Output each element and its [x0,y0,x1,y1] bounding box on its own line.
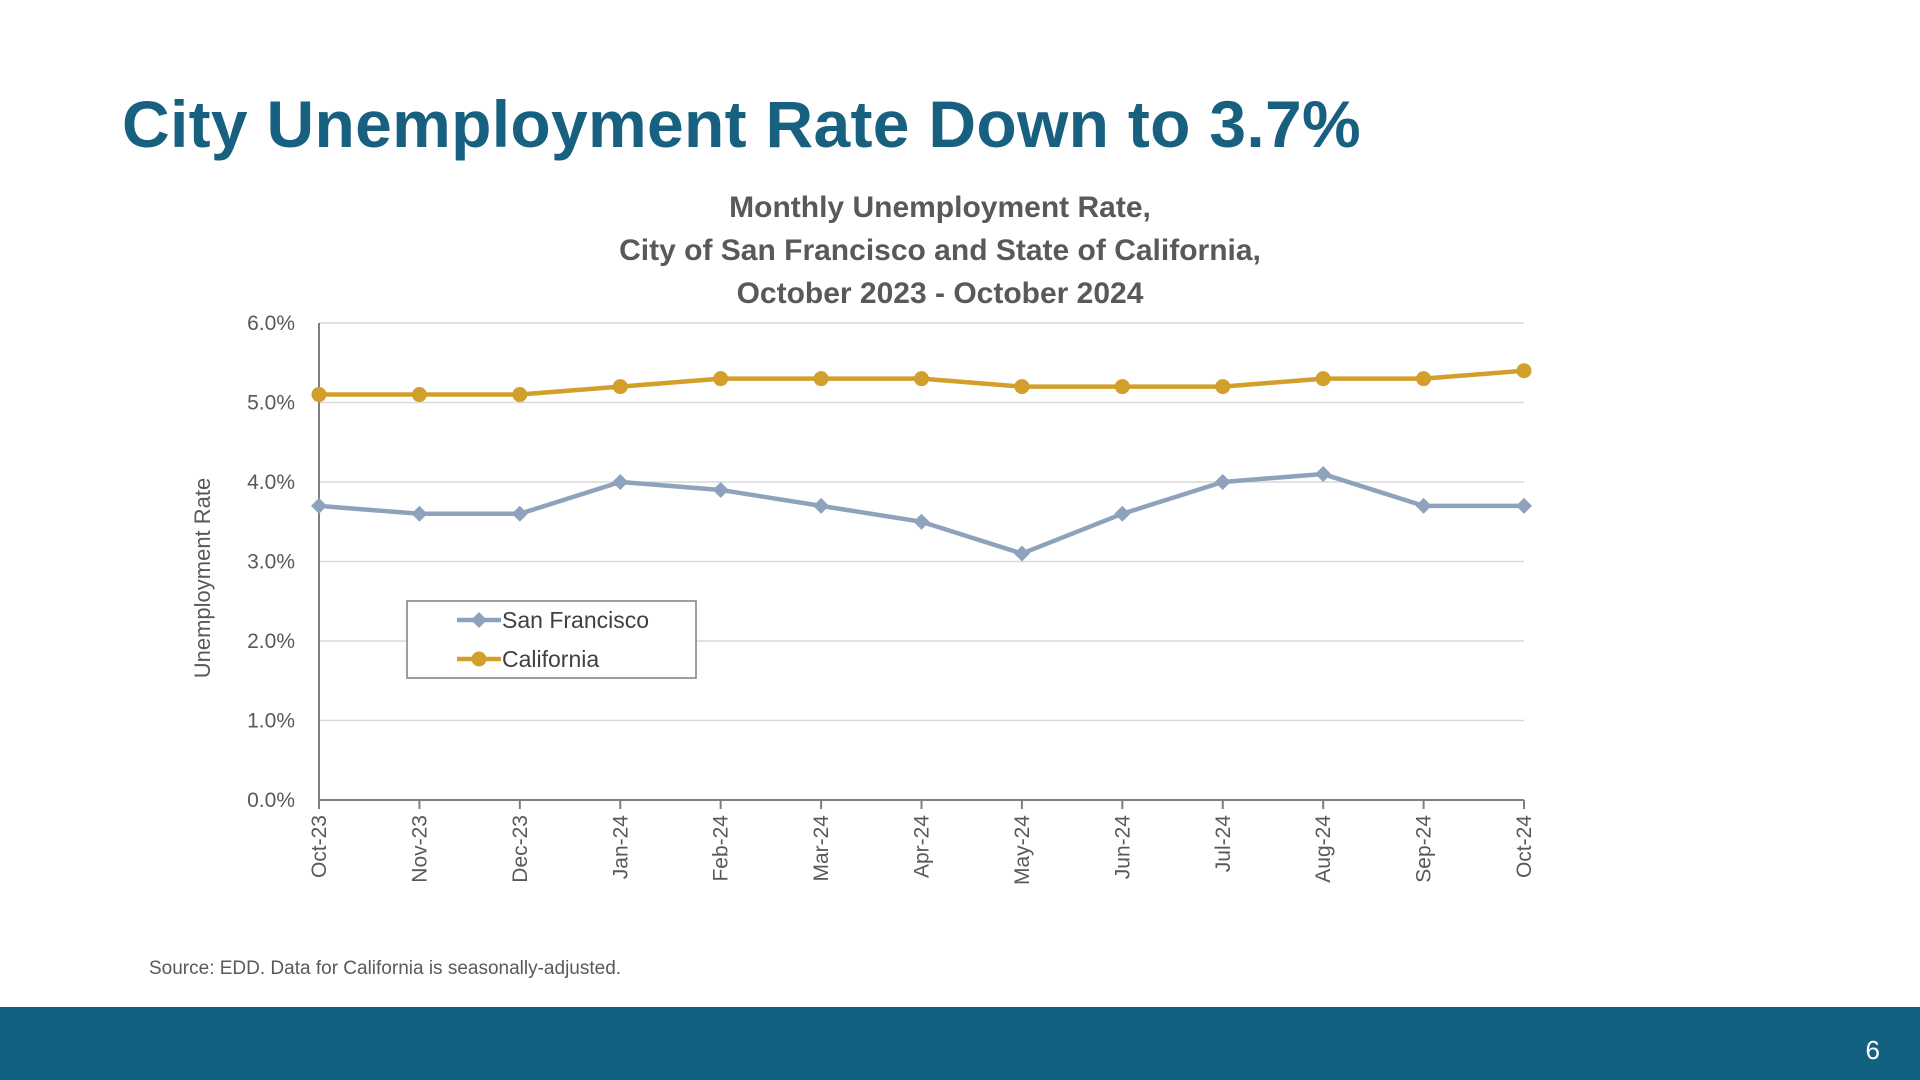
x-tick-label: Mar-24 [810,815,833,882]
x-tick-label: Feb-24 [710,815,733,882]
y-axis-label: Unemployment Rate [190,478,215,679]
legend-california-label: California [502,646,599,672]
x-tick-label: Nov-23 [408,815,431,883]
legend-san-francisco-label: San Francisco [502,607,649,633]
legend-box [406,600,697,679]
x-tick-label: Aug-24 [1312,815,1335,883]
footer-bar [0,1007,1920,1080]
san-francisco-data-point [1114,505,1131,522]
source-note: Source: EDD. Data for California is seas… [149,958,622,979]
chart-title-line: October 2023 - October 2024 [736,277,1144,310]
y-tick-label: 0.0% [247,789,295,812]
san-francisco-data-point [913,513,930,530]
x-tick-label: Oct-24 [1513,815,1536,878]
san-francisco-data-point [1013,545,1030,562]
y-tick-label: 5.0% [247,392,295,415]
y-tick-label: 3.0% [247,551,295,574]
legend-california-marker [471,651,487,667]
california-data-point [713,371,729,387]
california-data-point [1215,379,1231,395]
san-francisco-data-point [612,474,629,490]
california-data-point [411,387,427,403]
x-tick-label: Oct-23 [308,815,331,878]
page-number: 6 [1865,1035,1880,1065]
san-francisco-data-point [813,497,830,514]
california-data-point [1416,371,1432,387]
san-francisco-data-point [712,481,729,498]
legend-san-francisco-marker [471,612,487,628]
x-tick-label: May-24 [1011,815,1034,885]
chart-title-line: City of San Francisco and State of Calif… [619,234,1261,267]
california-data-point [612,379,628,395]
california-data-point [512,387,528,403]
x-tick-label: Jan-24 [609,815,632,880]
x-tick-label: Dec-23 [509,815,532,883]
x-tick-label: Jul-24 [1212,815,1235,873]
chart-title: Monthly Unemployment Rate, City of San F… [490,186,1390,315]
california-data-point [1114,379,1130,395]
san-francisco-data-point [311,497,327,514]
slide-title: City Unemployment Rate Down to 3.7% [122,87,1362,161]
x-tick-label: Apr-24 [911,815,934,878]
san-francisco-data-point [1415,497,1432,514]
x-tick-label: Sep-24 [1413,815,1436,883]
california-data-point [311,387,327,403]
san-francisco-data-point [511,505,528,522]
y-tick-label: 4.0% [247,471,295,494]
california-data-point [1315,371,1331,387]
california-data-point [1014,379,1030,395]
line-chart: 0.0% 1.0% 2.0% 3.0% 4.0% 5.0% 6.0% Oct-23 Nov-23… [190,312,1536,885]
california-data-point [914,371,929,387]
y-tick-label: 1.0% [247,710,295,733]
y-tick-label: 6.0% [247,312,295,335]
san-francisco-data-point [1516,497,1532,514]
y-tick-label: 2.0% [247,630,295,653]
san-francisco-data-point [411,505,428,522]
san-francisco-data-point [1214,474,1231,490]
x-tick-label: Jun-24 [1111,815,1134,880]
california-data-point [813,371,829,387]
san-francisco-data-point [1315,466,1332,483]
chart-title-line: Monthly Unemployment Rate, [729,191,1151,224]
california-data-point [1516,363,1532,379]
